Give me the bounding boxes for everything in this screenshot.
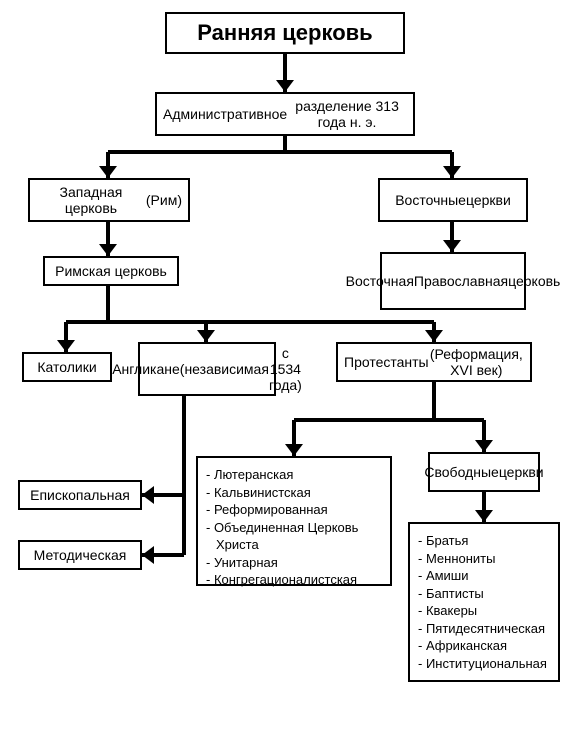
- node-line: Восточная: [346, 273, 414, 289]
- node-line: церкви: [499, 464, 544, 480]
- node-line: Протестанты: [344, 354, 429, 370]
- node-line: разделение 313 года н. э.: [287, 98, 407, 130]
- list-item: - Африканская: [418, 637, 550, 655]
- node-protestants: Протестанты(Реформация, XVI век): [336, 342, 532, 382]
- node-episcopal: Епископальная: [18, 480, 142, 510]
- list-item: - Лютеранская: [206, 466, 382, 484]
- arrowhead-icon: [142, 546, 154, 564]
- node-line: Ранняя церковь: [197, 20, 372, 45]
- list-item: - Пятидесятническая: [418, 620, 550, 638]
- node-anglicans: Англикане(независимаяс 1534 года): [138, 342, 276, 396]
- list-item: - Меннониты: [418, 550, 550, 568]
- arrowhead-icon: [425, 330, 443, 342]
- arrowhead-icon: [99, 244, 117, 256]
- list-protestant-denominations: - Лютеранская- Кальвинистская- Реформиро…: [196, 456, 392, 586]
- list-free-churches: - Братья- Меннониты- Амиши- Баптисты- Кв…: [408, 522, 560, 682]
- list-item: - Амиши: [418, 567, 550, 585]
- node-line: Методическая: [34, 547, 127, 563]
- node-line: (Реформация, XVI век): [429, 346, 524, 378]
- node-orthodox: ВосточнаяПравославнаяцерковь: [380, 252, 526, 310]
- arrowhead-icon: [197, 330, 215, 342]
- node-west: Западная церковь(Рим): [28, 178, 190, 222]
- list-item: - Кальвинистская: [206, 484, 382, 502]
- list-item: - Институциональная: [418, 655, 550, 673]
- list-item: - Квакеры: [418, 602, 550, 620]
- arrowhead-icon: [142, 486, 154, 504]
- list-item: - Братья: [418, 532, 550, 550]
- node-east: Восточныецеркви: [378, 178, 528, 222]
- node-catholics: Католики: [22, 352, 112, 382]
- arrowhead-icon: [475, 440, 493, 452]
- node-line: Католики: [37, 359, 96, 375]
- arrowhead-icon: [99, 166, 117, 178]
- node-line: Англикане: [112, 361, 180, 377]
- arrowhead-icon: [443, 166, 461, 178]
- edge: [108, 136, 452, 178]
- node-line: Епископальная: [30, 487, 130, 503]
- node-freechurch: Свободныецеркви: [428, 452, 540, 492]
- list-item: - Объединенная Церковь: [206, 519, 382, 537]
- list-item: - Баптисты: [418, 585, 550, 603]
- arrowhead-icon: [57, 340, 75, 352]
- node-line: с 1534 года): [269, 345, 302, 393]
- edge: [294, 382, 484, 456]
- node-methodist: Методическая: [18, 540, 142, 570]
- list-item: - Конгрегационалистская: [206, 571, 382, 589]
- arrowhead-icon: [443, 240, 461, 252]
- node-roman: Римская церковь: [43, 256, 179, 286]
- node-line: церковь: [508, 273, 560, 289]
- node-line: (независимая: [180, 361, 269, 377]
- diagram-canvas: Ранняя церковь Административноеразделени…: [0, 0, 575, 734]
- edge: [142, 396, 184, 555]
- node-line: Административное: [163, 106, 287, 122]
- node-line: (Рим): [146, 192, 182, 208]
- list-item: - Реформированная: [206, 501, 382, 519]
- node-admin: Административноеразделение 313 года н. э…: [155, 92, 415, 136]
- node-line: церкви: [466, 192, 511, 208]
- arrowhead-icon: [475, 510, 493, 522]
- node-line: Православная: [414, 273, 508, 289]
- node-line: Западная церковь: [36, 184, 146, 216]
- list-item: - Унитарная: [206, 554, 382, 572]
- node-line: Свободные: [424, 464, 498, 480]
- arrowhead-icon: [276, 80, 294, 92]
- list-item-cont: Христа: [206, 536, 382, 554]
- node-line: Римская церковь: [55, 263, 167, 279]
- node-root: Ранняя церковь: [165, 12, 405, 54]
- node-line: Восточные: [395, 192, 466, 208]
- arrowhead-icon: [285, 444, 303, 456]
